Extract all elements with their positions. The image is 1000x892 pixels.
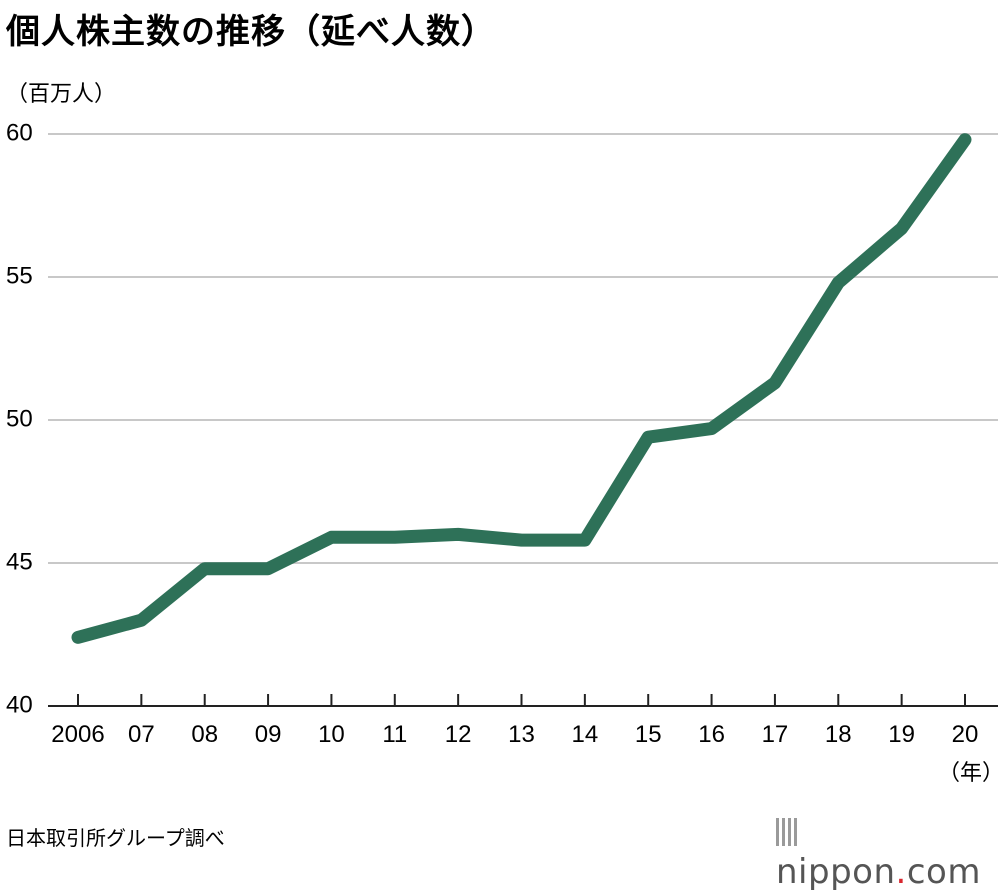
x-tick-label: 08 xyxy=(191,721,218,748)
data-point xyxy=(521,539,522,541)
data-point xyxy=(330,536,332,538)
data-point xyxy=(140,619,142,621)
data-series xyxy=(71,133,972,644)
x-tick-label: 11 xyxy=(382,721,407,748)
data-point xyxy=(774,382,776,384)
y-axis-unit: （百万人） xyxy=(6,82,117,107)
x-tick-label: 20 xyxy=(952,721,979,748)
data-point xyxy=(901,227,903,229)
line-chart: 60 55 50 45 40 2006 07 08 09 10 11 12 13 14 15 16 17 18 1… xyxy=(6,119,998,748)
data-point xyxy=(711,428,713,430)
x-tick-label: 17 xyxy=(762,721,789,748)
x-tick-label: 16 xyxy=(698,721,725,748)
y-tick-label: 60 xyxy=(6,119,33,146)
data-point xyxy=(964,139,966,141)
data-point xyxy=(77,636,79,638)
brand-bars-icon xyxy=(776,818,798,846)
brand-logo: nippon.com xyxy=(776,812,1000,892)
data-point xyxy=(204,568,206,570)
y-tick-labels: 60 55 50 45 40 xyxy=(6,119,33,718)
x-axis-unit: （年） xyxy=(938,761,1000,786)
data-point xyxy=(584,539,586,541)
y-tick-label: 55 xyxy=(6,262,33,289)
data-point xyxy=(267,568,269,570)
x-tick-label: 14 xyxy=(572,721,599,748)
data-point xyxy=(647,436,649,438)
data-point xyxy=(837,282,839,284)
data-point xyxy=(394,536,396,538)
x-tick-label: 2006 xyxy=(51,721,104,748)
data-point xyxy=(457,533,459,535)
x-tick-label: 10 xyxy=(318,721,345,748)
x-tick-label: 19 xyxy=(888,721,915,748)
y-tick-label: 45 xyxy=(6,548,33,575)
x-axis: 2006 07 08 09 10 11 12 13 14 15 16 17 18 19 20 xyxy=(48,694,998,748)
source-note: 日本取引所グループ調べ xyxy=(6,826,225,850)
grid-lines xyxy=(48,133,998,564)
chart-title: 個人株主数の推移（延べ人数） xyxy=(6,12,496,52)
x-tick-label: 09 xyxy=(255,721,282,748)
x-tick-label: 07 xyxy=(128,721,155,748)
y-tick-label: 40 xyxy=(6,691,33,718)
x-tick-label: 15 xyxy=(635,721,662,748)
x-tick-label: 18 xyxy=(825,721,852,748)
x-tick-label: 12 xyxy=(445,721,472,748)
y-tick-label: 50 xyxy=(6,405,33,432)
x-tick-label: 13 xyxy=(508,721,535,748)
